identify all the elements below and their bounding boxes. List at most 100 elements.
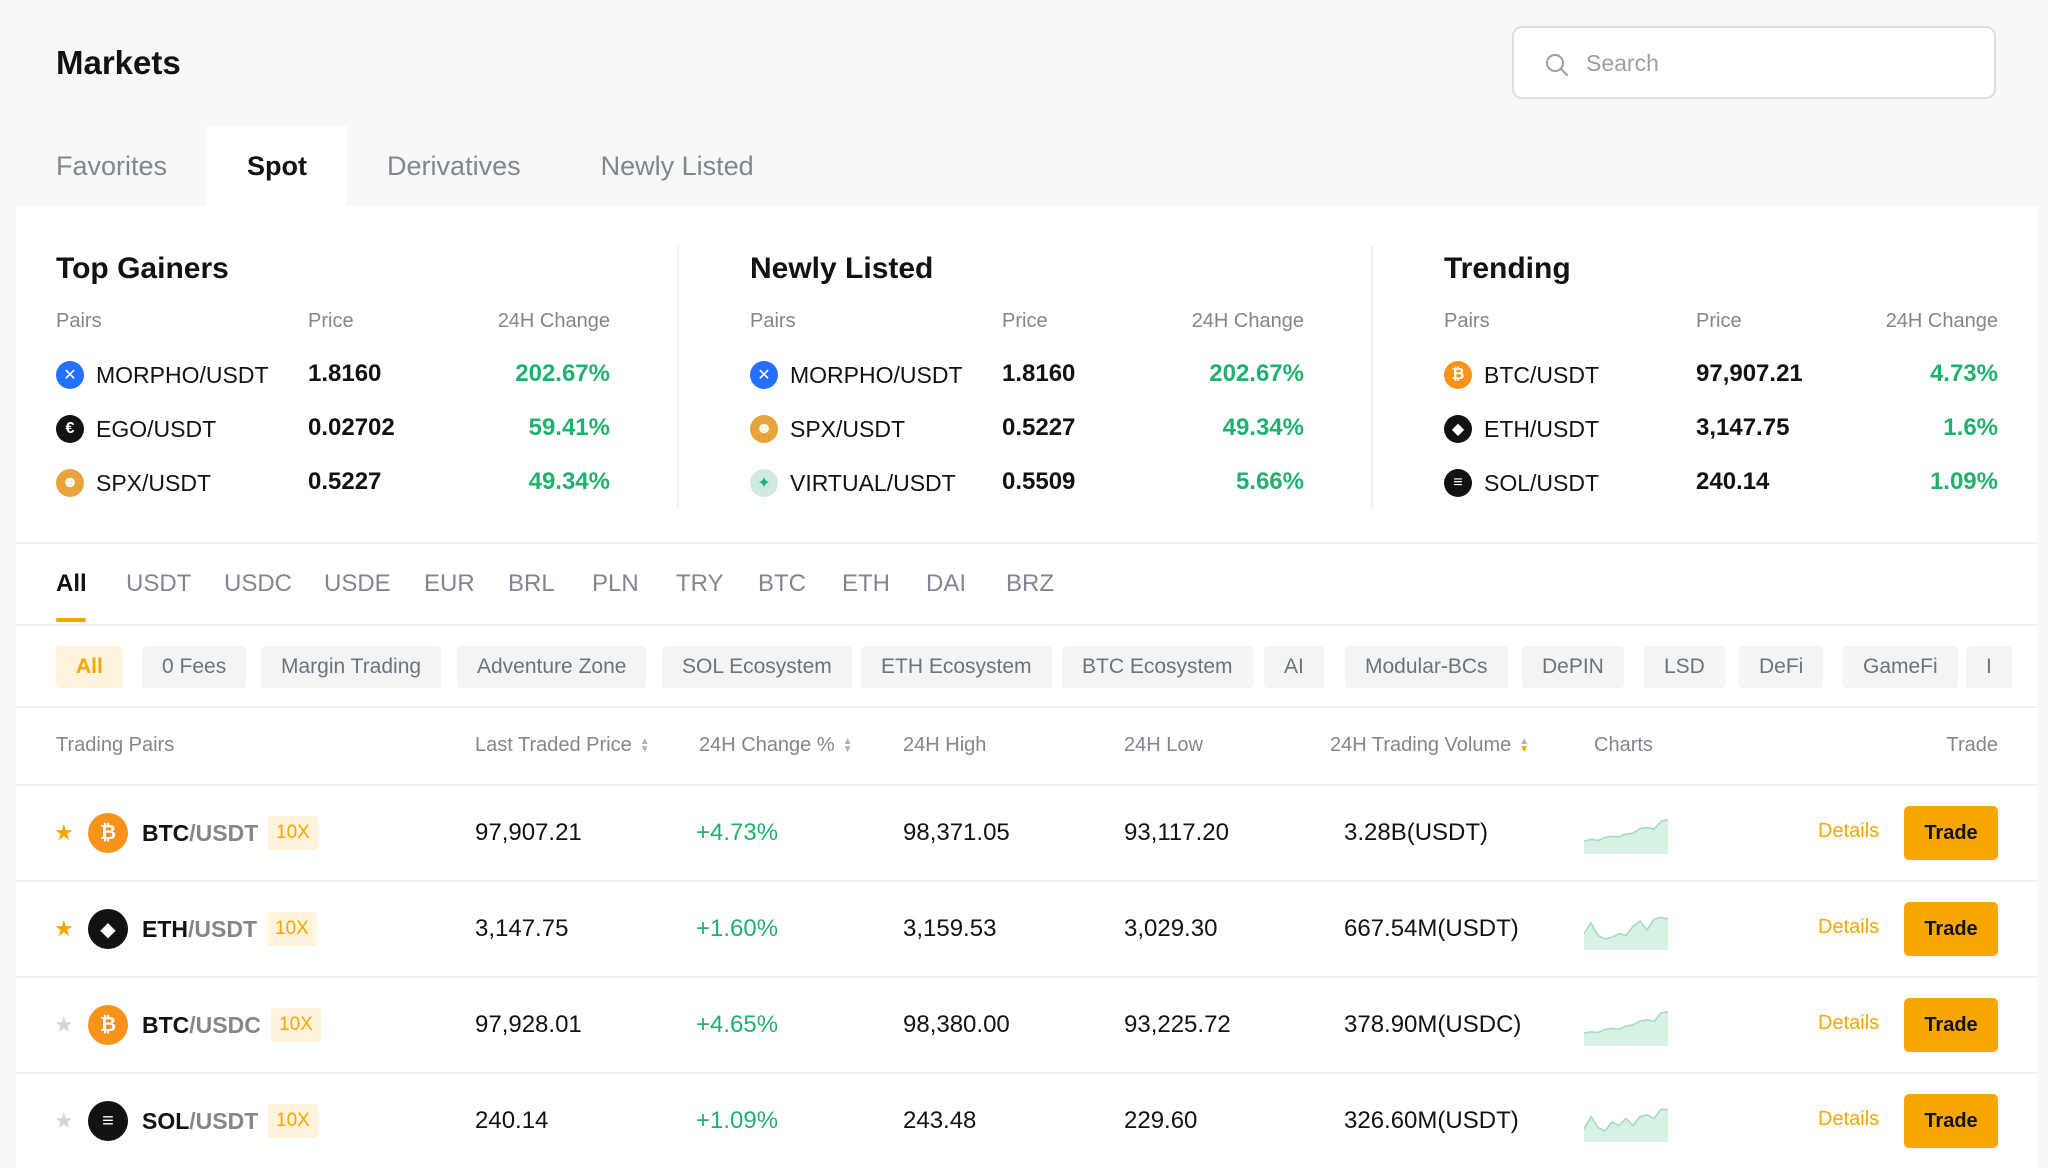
pair-name: EGO/USDT bbox=[96, 416, 217, 442]
high-price: 98,380.00 bbox=[903, 1011, 1010, 1038]
trade-button[interactable]: Trade bbox=[1904, 1094, 1998, 1148]
quote-tab-dai[interactable]: DAI bbox=[926, 570, 967, 597]
summary-row[interactable]: ✦ VIRTUAL/USDT 0.5509 5.66% bbox=[750, 464, 1304, 504]
chip-modular-bcs[interactable]: Modular-BCs bbox=[1345, 646, 1508, 688]
tab-derivatives[interactable]: Derivatives bbox=[387, 150, 521, 181]
table-row[interactable]: ★ ₿ BTC/USDT 10X 97,907.21 +4.73% 98,371.05 93,… bbox=[16, 786, 2038, 882]
quote-tab-brz[interactable]: BRZ bbox=[1006, 570, 1054, 597]
pair-quote: /USDT bbox=[189, 820, 259, 846]
details-link[interactable]: Details bbox=[1818, 1012, 1880, 1034]
change-percent: +1.09% bbox=[696, 1107, 779, 1134]
low-price: 93,117.20 bbox=[1124, 819, 1229, 846]
last-price: 97,907.21 bbox=[475, 819, 582, 846]
price: 240.14 bbox=[1696, 468, 1770, 495]
chip-adventure-zone[interactable]: Adventure Zone bbox=[457, 646, 647, 688]
quote-tab-btc[interactable]: BTC bbox=[758, 570, 806, 597]
btc-icon: ₿ bbox=[1444, 361, 1472, 389]
col-24h-low: 24H Low bbox=[1124, 734, 1203, 756]
chip-i[interactable]: I bbox=[1966, 646, 2012, 688]
summary-row[interactable]: ✕ MORPHO/USDT 1.8160 202.67% bbox=[750, 356, 1304, 396]
summary-row[interactable]: ≡ SOL/USDT 240.14 1.09% bbox=[1444, 464, 1998, 504]
summary-row[interactable]: ☻ SPX/USDT 0.5227 49.34% bbox=[56, 464, 610, 504]
quote-tab-usde[interactable]: USDE bbox=[324, 570, 391, 597]
pair-name[interactable]: ETH/USDT bbox=[142, 916, 257, 943]
tab-favorites[interactable]: Favorites bbox=[56, 150, 168, 181]
pair-name: VIRTUAL/USDT bbox=[790, 470, 956, 496]
sparkline-line bbox=[1583, 1010, 1669, 1034]
chip-margin-trading[interactable]: Margin Trading bbox=[261, 646, 442, 688]
last-price: 3,147.75 bbox=[475, 915, 569, 942]
pair-name[interactable]: BTC/USDC bbox=[142, 1012, 261, 1039]
quote-tab-eth[interactable]: ETH bbox=[842, 570, 890, 597]
active-tab-underline bbox=[56, 618, 86, 622]
header-change: 24H Change bbox=[1191, 310, 1304, 332]
chip-eth-ecosystem[interactable]: ETH Ecosystem bbox=[861, 646, 1052, 688]
table-row[interactable]: ★ ≡ SOL/USDT 10X 240.14 +1.09% 243.48 229.60 326… bbox=[16, 1074, 2038, 1168]
quote-tab-usdt[interactable]: USDT bbox=[126, 570, 192, 597]
summary-row[interactable]: ✕ MORPHO/USDT 1.8160 202.67% bbox=[56, 356, 610, 396]
pair-name[interactable]: SOL/USDT bbox=[142, 1108, 258, 1135]
quote-tab-try[interactable]: TRY bbox=[676, 570, 724, 597]
price: 3,147.75 bbox=[1696, 414, 1790, 441]
col-trading-pairs: Trading Pairs bbox=[56, 734, 175, 756]
summary-row[interactable]: ☻ SPX/USDT 0.5227 49.34% bbox=[750, 410, 1304, 450]
favorite-star-icon[interactable]: ★ bbox=[54, 1108, 74, 1133]
pair-base: BTC bbox=[142, 820, 190, 846]
summary-cards: Top Gainers Pairs Price 24H Change ✕ MORPHO/U… bbox=[16, 206, 2038, 544]
details-link[interactable]: Details bbox=[1818, 1108, 1880, 1130]
chip-all[interactable]: All bbox=[56, 646, 123, 688]
change-percent: +1.60% bbox=[696, 915, 779, 942]
pair-name[interactable]: BTC/USDT bbox=[142, 820, 258, 847]
favorite-star-icon[interactable]: ★ bbox=[54, 916, 74, 941]
table-row[interactable]: ★ ₿ BTC/USDC 10X 97,928.01 +4.65% 98,380.00 93,… bbox=[16, 978, 2038, 1074]
chip-ai[interactable]: AI bbox=[1264, 646, 1324, 688]
tab-spot[interactable]: Spot bbox=[207, 126, 348, 206]
details-link[interactable]: Details bbox=[1818, 916, 1880, 938]
favorite-star-icon[interactable]: ★ bbox=[54, 820, 74, 845]
table-row[interactable]: ★ ◆ ETH/USDT 10X 3,147.75 +1.60% 3,159.53 3,029… bbox=[16, 882, 2038, 978]
summary-row[interactable]: € EGO/USDT 0.02702 59.41% bbox=[56, 410, 610, 450]
favorite-star-icon[interactable]: ★ bbox=[54, 1012, 74, 1037]
search-box[interactable] bbox=[1512, 26, 1996, 99]
tab-newly-listed[interactable]: Newly Listed bbox=[600, 150, 754, 181]
trade-button[interactable]: Trade bbox=[1904, 998, 1998, 1052]
trade-button[interactable]: Trade bbox=[1904, 806, 1998, 860]
chip-lsd[interactable]: LSD bbox=[1644, 646, 1725, 688]
chip-0-fees[interactable]: 0 Fees bbox=[142, 646, 247, 688]
chip-gamefi[interactable]: GameFi bbox=[1843, 646, 1958, 688]
last-price: 240.14 bbox=[475, 1107, 549, 1134]
trade-button[interactable]: Trade bbox=[1904, 902, 1998, 956]
chip-defi[interactable]: DeFi bbox=[1739, 646, 1824, 688]
morpho-icon: ✕ bbox=[750, 361, 778, 389]
sparkline-area bbox=[1584, 819, 1668, 854]
quote-tab-pln[interactable]: PLN bbox=[592, 570, 639, 597]
sort-icon: ▲ ▼ bbox=[1519, 735, 1530, 755]
leverage-badge: 10X bbox=[268, 1104, 318, 1138]
summary-row[interactable]: ₿ BTC/USDT 97,907.21 4.73% bbox=[1444, 356, 1998, 396]
price: 0.5227 bbox=[308, 468, 382, 495]
price: 0.02702 bbox=[308, 414, 395, 441]
morpho-icon: ✕ bbox=[56, 361, 84, 389]
col-last-traded-price[interactable]: Last Traded Price ▲ ▼ bbox=[475, 734, 650, 757]
quote-tab-all[interactable]: All bbox=[56, 570, 87, 597]
pair-name: SPX/USDT bbox=[790, 416, 906, 442]
summary-row[interactable]: ◆ ETH/USDT 3,147.75 1.6% bbox=[1444, 410, 1998, 450]
col-last-traded-price-label: Last Traded Price bbox=[475, 734, 632, 756]
pair-base: BTC bbox=[142, 1012, 190, 1038]
chip-sol-ecosystem[interactable]: SOL Ecosystem bbox=[662, 646, 852, 688]
search-input[interactable] bbox=[1586, 42, 1976, 84]
trading-volume: 667.54M(USDT) bbox=[1344, 915, 1519, 942]
col-24h-volume[interactable]: 24H Trading Volume ▲ ▼ bbox=[1330, 734, 1529, 757]
price: 1.8160 bbox=[308, 360, 382, 387]
col-24h-change[interactable]: 24H Change % ▲ ▼ bbox=[699, 734, 853, 757]
quote-tab-eur[interactable]: EUR bbox=[424, 570, 475, 597]
pair-name: SPX/USDT bbox=[96, 470, 212, 496]
details-link[interactable]: Details bbox=[1818, 820, 1880, 842]
quote-tab-usdc[interactable]: USDC bbox=[224, 570, 293, 597]
chip-btc-ecosystem[interactable]: BTC Ecosystem bbox=[1062, 646, 1253, 688]
low-price: 229.60 bbox=[1124, 1107, 1198, 1134]
card-top-gainers: Top Gainers Pairs Price 24H Change ✕ MORPHO/U… bbox=[56, 206, 610, 544]
chip-depin[interactable]: DePIN bbox=[1522, 646, 1624, 688]
quote-tab-brl[interactable]: BRL bbox=[508, 570, 555, 597]
spx-icon: ☻ bbox=[750, 415, 778, 443]
